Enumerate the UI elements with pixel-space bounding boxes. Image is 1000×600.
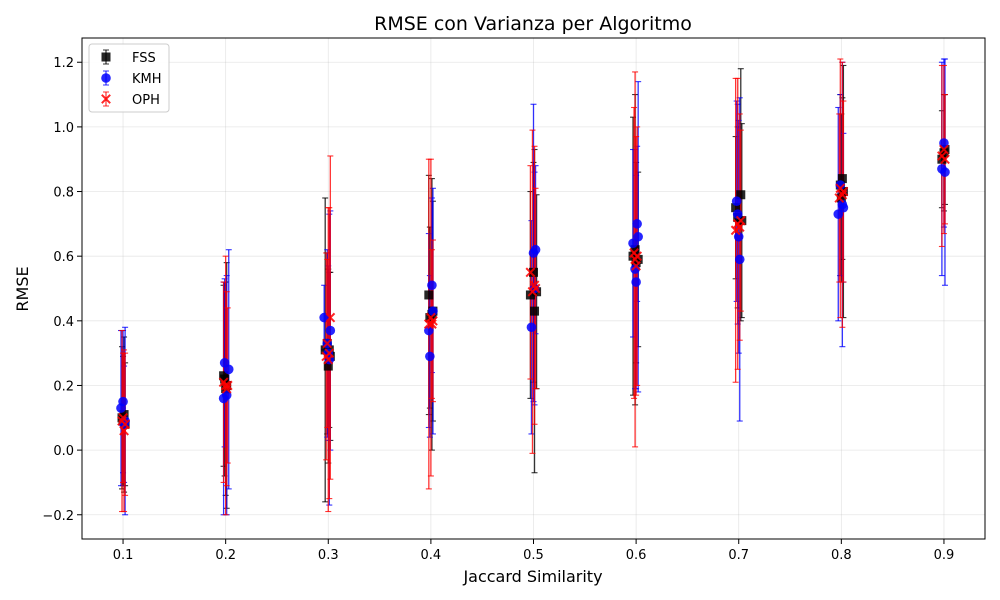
x-axis-title: Jaccard Similarity (462, 567, 602, 586)
kmh-marker (939, 138, 949, 148)
oph-marker (325, 312, 336, 323)
oph-marker (222, 380, 233, 391)
legend-oph-label: OPH (132, 93, 160, 108)
kmh-marker (530, 244, 541, 255)
kmh-marker (526, 322, 537, 333)
fss-marker (837, 174, 847, 184)
fss-marker (836, 193, 846, 203)
oph-marker (525, 267, 536, 278)
fss-marker (424, 290, 434, 300)
oph-marker (940, 154, 950, 165)
x-tick-label: 0.6 (626, 548, 647, 563)
x-tick-label: 0.2 (215, 548, 236, 563)
oph-marker (118, 412, 128, 423)
y-tick-label: 0.8 (53, 186, 74, 201)
y-tick-label: 1.2 (53, 56, 74, 71)
x-tick-label: 0.7 (728, 548, 749, 563)
kmh-marker (428, 306, 438, 316)
oph-marker (120, 419, 131, 430)
oph-marker (530, 283, 541, 294)
fss-marker (529, 267, 538, 277)
kmh-marker (734, 254, 745, 265)
kmh-marker (118, 396, 128, 407)
y-tick-label: 1.0 (53, 121, 74, 136)
y-axis-ticks: −0.2 0.0 0.2 0.4 0.6 0.8 1.0 1.2 (42, 56, 82, 524)
legend-fss-label: FSS (132, 51, 156, 66)
oph-marker (632, 251, 643, 262)
y-tick-label: 0.2 (53, 379, 74, 394)
oph-marker (322, 338, 333, 349)
legend-entry-kmh: KMH (101, 70, 162, 87)
x-tick-label: 0.9 (934, 548, 955, 563)
kmh-marker (732, 209, 743, 219)
fss-marker (530, 306, 540, 316)
x-tick-label: 0.5 (523, 548, 544, 563)
x-tick-label: 0.1 (113, 548, 134, 563)
kmh-marker (838, 202, 849, 213)
kmh-marker (632, 219, 642, 229)
legend-kmh-label: KMH (132, 72, 162, 87)
kmh-marker (631, 277, 641, 287)
fss-marker (323, 361, 333, 371)
legend-kmh-marker (101, 73, 111, 83)
fss-marker (937, 154, 947, 164)
y-tick-label: 0.0 (53, 444, 74, 459)
legend-oph-marker (101, 94, 111, 104)
x-tick-label: 0.3 (318, 548, 339, 563)
kmh-marker (633, 231, 643, 242)
kmh-marker (427, 280, 437, 291)
kmh-marker (628, 238, 638, 249)
data-markers (116, 138, 950, 436)
oph-marker (631, 260, 642, 271)
kmh-marker (221, 390, 232, 400)
legend-entry-oph: OPH (101, 91, 160, 108)
kmh-marker (833, 209, 844, 219)
y-tick-label: 0.4 (53, 315, 74, 330)
kmh-marker (940, 167, 950, 177)
x-axis-ticks: 0.1 0.2 0.3 0.4 0.5 0.6 0.7 0.8 0.9 (113, 539, 955, 563)
kmh-marker (325, 325, 336, 336)
oph-marker (735, 215, 746, 226)
fss-marker (119, 410, 129, 420)
oph-marker (324, 348, 335, 359)
y-axis-title: RMSE (13, 266, 32, 311)
y-tick-label: 0.6 (53, 250, 74, 265)
legend-entry-fss: FSS (101, 49, 156, 66)
kmh-marker (733, 231, 744, 242)
fss-marker (631, 258, 641, 268)
legend-fss-marker (101, 52, 111, 62)
kmh-marker (425, 351, 435, 362)
chart-title: RMSE con Varianza per Algoritmo (374, 13, 692, 35)
kmh-marker (731, 196, 742, 207)
fss-marker (736, 190, 746, 200)
kmh-marker (223, 364, 234, 375)
oph-marker (838, 186, 849, 197)
kmh-marker (835, 180, 846, 190)
x-tick-label: 0.4 (421, 548, 442, 563)
fss-marker (731, 203, 741, 213)
x-tick-label: 0.8 (831, 548, 852, 563)
kmh-marker (424, 325, 434, 336)
legend: FSS KMH OPH (88, 43, 170, 113)
oph-marker (428, 315, 438, 326)
y-tick-label: −0.2 (42, 509, 74, 524)
fss-marker (219, 371, 229, 381)
oph-marker (939, 144, 949, 155)
fss-marker (630, 245, 640, 255)
